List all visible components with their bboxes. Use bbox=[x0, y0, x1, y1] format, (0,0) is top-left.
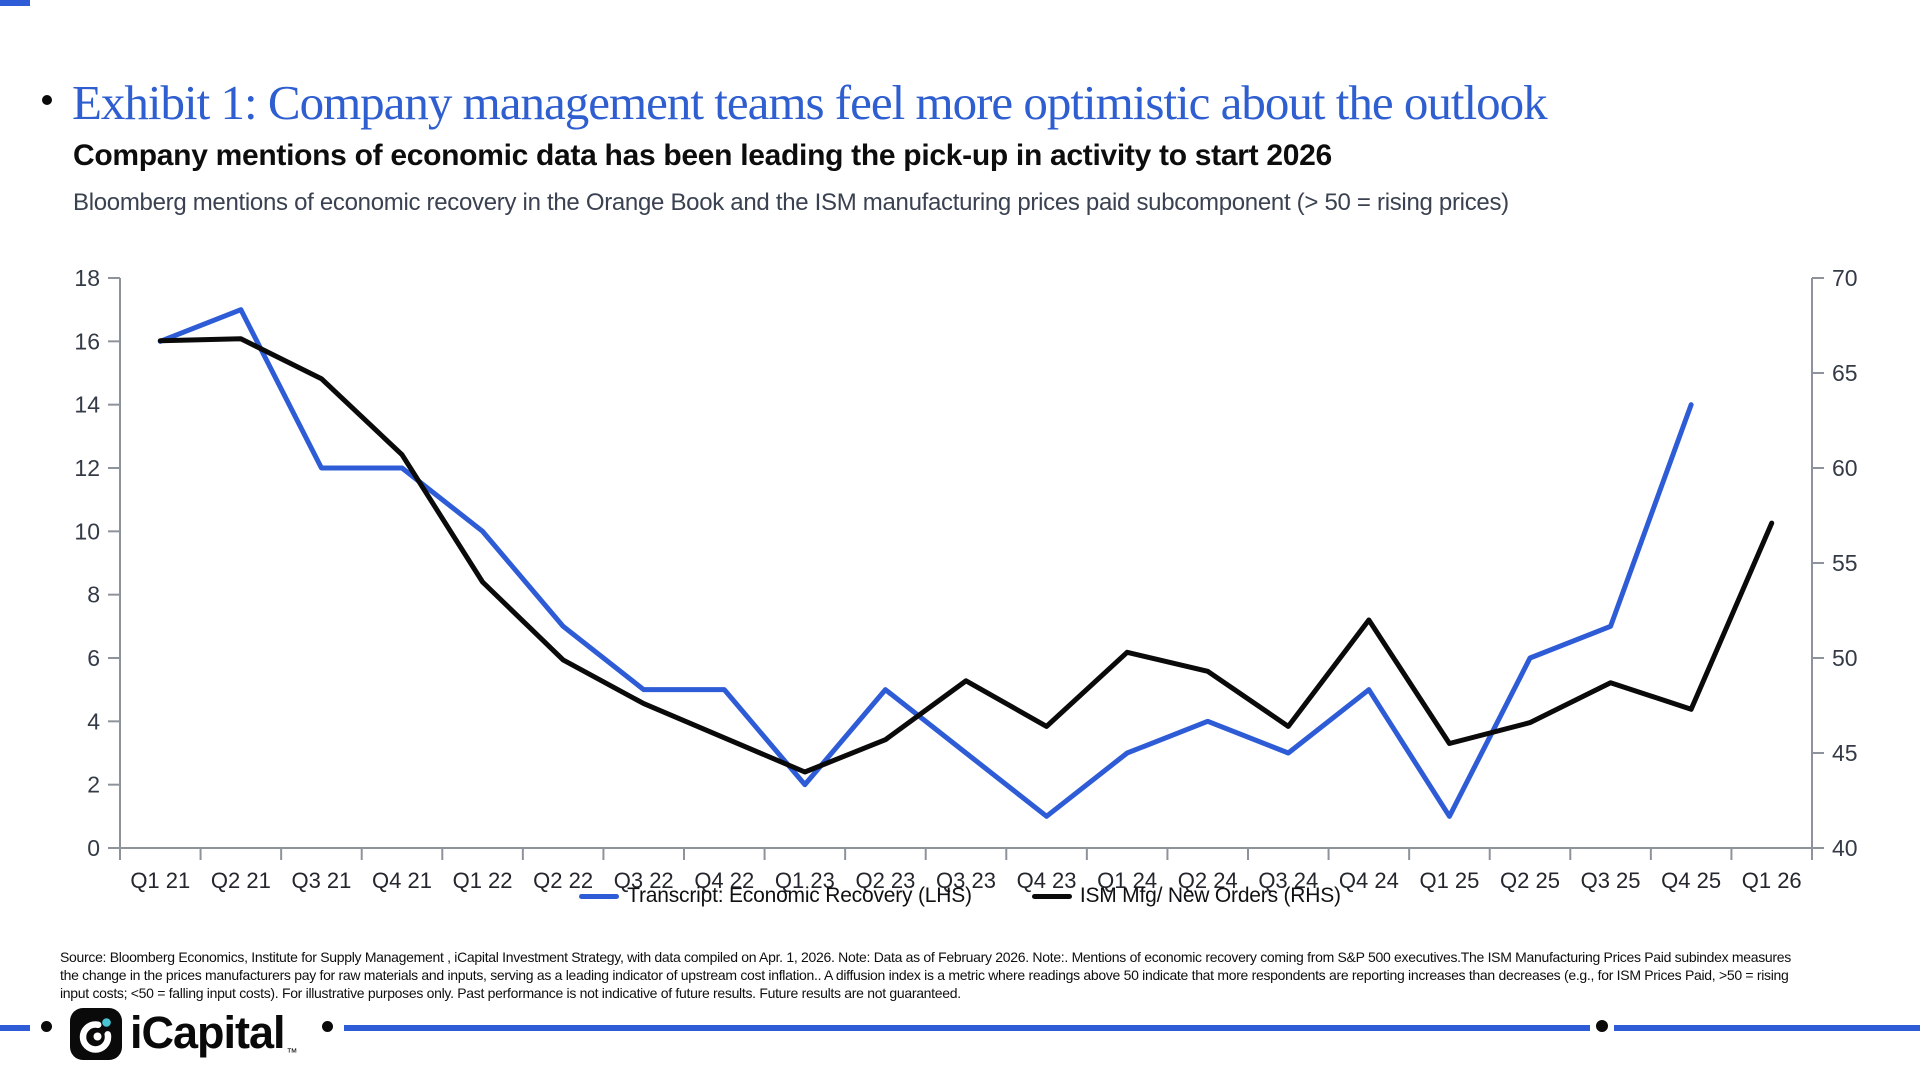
source-note-line-3: input costs; <50 = falling input costs).… bbox=[60, 985, 961, 1001]
right-axis-tick-label: 60 bbox=[1832, 455, 1858, 481]
legend-item-transcript: Transcript: Economic Recovery (LHS) bbox=[579, 884, 972, 908]
legend-item-ism: ISM Mfg/ New Orders (RHS) bbox=[1031, 884, 1341, 908]
top-left-accent-dot-icon bbox=[42, 95, 52, 105]
footer-rule-right-icon bbox=[1614, 1025, 1920, 1031]
icapital-logo-icon bbox=[70, 1008, 122, 1060]
series-line-ism-mfg-new-orders bbox=[157, 336, 1775, 775]
legend-swatch-blue-icon bbox=[579, 893, 620, 899]
left-axis-tick-label: 6 bbox=[87, 645, 100, 671]
left-axis-tick-label: 4 bbox=[87, 708, 100, 734]
source-note: Source: Bloomberg Economics, Institute f… bbox=[60, 948, 1791, 1002]
left-axis-tick-label: 10 bbox=[74, 518, 100, 544]
legend-swatch-black-icon bbox=[1031, 893, 1072, 899]
source-note-line-2: the change in the prices manufacturers p… bbox=[60, 967, 1789, 983]
legend-label-transcript: Transcript: Economic Recovery (LHS) bbox=[627, 884, 972, 907]
footer-dot-left-icon bbox=[41, 1021, 52, 1032]
right-axis-tick-label: 55 bbox=[1832, 550, 1858, 576]
footer-dot-after-brand-icon bbox=[322, 1021, 333, 1032]
left-axis-tick-label: 18 bbox=[74, 265, 100, 291]
left-axis-tick-label: 8 bbox=[87, 582, 100, 608]
right-axis-tick-label: 70 bbox=[1832, 265, 1858, 291]
right-axis-tick-label: 50 bbox=[1832, 645, 1858, 671]
footer-accent-dash-icon bbox=[0, 1025, 30, 1031]
exhibit-subtitle: Company mentions of economic data has be… bbox=[73, 139, 1332, 172]
right-axis-tick-label: 45 bbox=[1832, 740, 1858, 766]
right-axis-tick-label: 65 bbox=[1832, 360, 1858, 386]
left-axis-tick-label: 14 bbox=[74, 392, 100, 418]
footer-rule-left-icon bbox=[344, 1025, 1590, 1031]
top-left-accent-dash-icon bbox=[0, 0, 30, 6]
left-axis-tick-label: 0 bbox=[87, 835, 100, 861]
trademark-symbol: ™ bbox=[286, 1047, 298, 1059]
left-axis-tick-label: 16 bbox=[74, 328, 100, 354]
exhibit-title: Exhibit 1: Company management teams feel… bbox=[72, 75, 1548, 130]
chart-legend: Transcript: Economic Recovery (LHS) ISM … bbox=[0, 884, 1920, 908]
brand-wordmark: iCapital ™ bbox=[130, 1007, 298, 1060]
left-axis-tick-label: 2 bbox=[87, 772, 100, 798]
source-note-line-1: Source: Bloomberg Economics, Institute f… bbox=[60, 949, 1791, 965]
chart-description: Bloomberg mentions of economic recovery … bbox=[73, 189, 1509, 216]
right-axis-tick-label: 40 bbox=[1832, 835, 1858, 861]
left-axis-tick-label: 12 bbox=[74, 455, 100, 481]
series-line-transcript-economic-recovery bbox=[157, 307, 1694, 819]
legend-label-ism: ISM Mfg/ New Orders (RHS) bbox=[1079, 884, 1341, 907]
footer-dot-right-icon bbox=[1596, 1020, 1608, 1032]
